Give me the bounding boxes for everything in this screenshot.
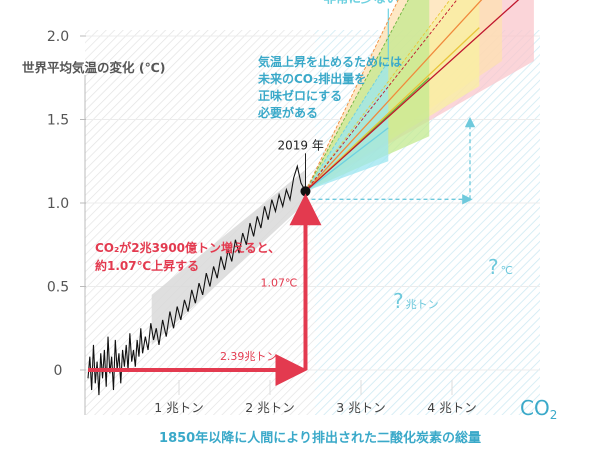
x-tick-labels: 1 兆トン 2 兆トン 3 兆トン 4 兆トン	[154, 380, 477, 415]
y-axis-title: 世界平均気温の変化 (℃)	[22, 60, 165, 75]
scenario-band-非常に少ない	[305, 61, 389, 192]
blue-annotation: 気温上昇を止めるためには 未来のCO₂排出量を 正味ゼロにする 必要がある	[257, 54, 402, 120]
scenario-mid-line	[305, 27, 480, 192]
co2-increase-label: 2.39兆トン	[220, 350, 278, 363]
blue-note-line-1: 気温上昇を止めるためには	[258, 54, 402, 69]
x-axis-title: 1850年以降に人間により排出された二酸化炭素の総量	[159, 430, 481, 446]
scenario-mid-line	[305, 0, 483, 192]
x-tick-label: 1 兆トン	[154, 400, 203, 415]
x-unit-label: CO2	[520, 396, 557, 422]
future-co2-question: ? 兆トン	[393, 289, 439, 313]
red-note-line-2: 約1.07℃上昇する	[95, 258, 199, 273]
observed-temperature-line	[87, 164, 306, 396]
x-tick-label: 3 兆トン	[336, 400, 385, 415]
red-annotation: CO₂が2兆3900億トン増えると、 約1.07℃上昇する	[95, 240, 280, 273]
y-tick-label: 2.0	[47, 29, 69, 45]
scenario-mid-line	[305, 0, 520, 192]
red-note-line-1: CO₂が2兆3900億トン増えると、	[95, 240, 280, 255]
blue-note-line-2: 未来のCO₂排出量を	[257, 71, 366, 86]
x-tick-label: 4 兆トン	[427, 400, 476, 415]
y-tick-label: 1.5	[47, 113, 69, 129]
scenario-bands: 非常に少ない少ない中程度多い非常に多い	[305, 0, 534, 192]
scenario-label: 非常に少ない	[323, 0, 398, 6]
y-tick-labels: 00.51.01.52.02.53.0	[47, 29, 69, 379]
y-tick-label: 1.0	[47, 196, 69, 212]
scenario-edge-line	[305, 0, 409, 192]
year-2019-label: 2019 年	[277, 138, 323, 152]
x-tick-label: 2 兆トン	[245, 400, 294, 415]
scenario-edge-line	[305, 0, 399, 192]
y-tick-label: 0.5	[47, 280, 69, 296]
blue-note-line-4: 必要がある	[257, 105, 318, 120]
scenario-mid-line	[305, 127, 389, 192]
y-tick-label: 0	[54, 363, 63, 379]
blue-note-line-3: 正味ゼロにする	[258, 88, 342, 103]
current-point-marker	[300, 186, 311, 197]
scenario-edge-line	[305, 0, 458, 192]
scenario-edge-line	[305, 60, 389, 192]
temp-increase-label: 1.07℃	[260, 277, 297, 290]
future-temp-question: ? ℃	[488, 255, 513, 279]
